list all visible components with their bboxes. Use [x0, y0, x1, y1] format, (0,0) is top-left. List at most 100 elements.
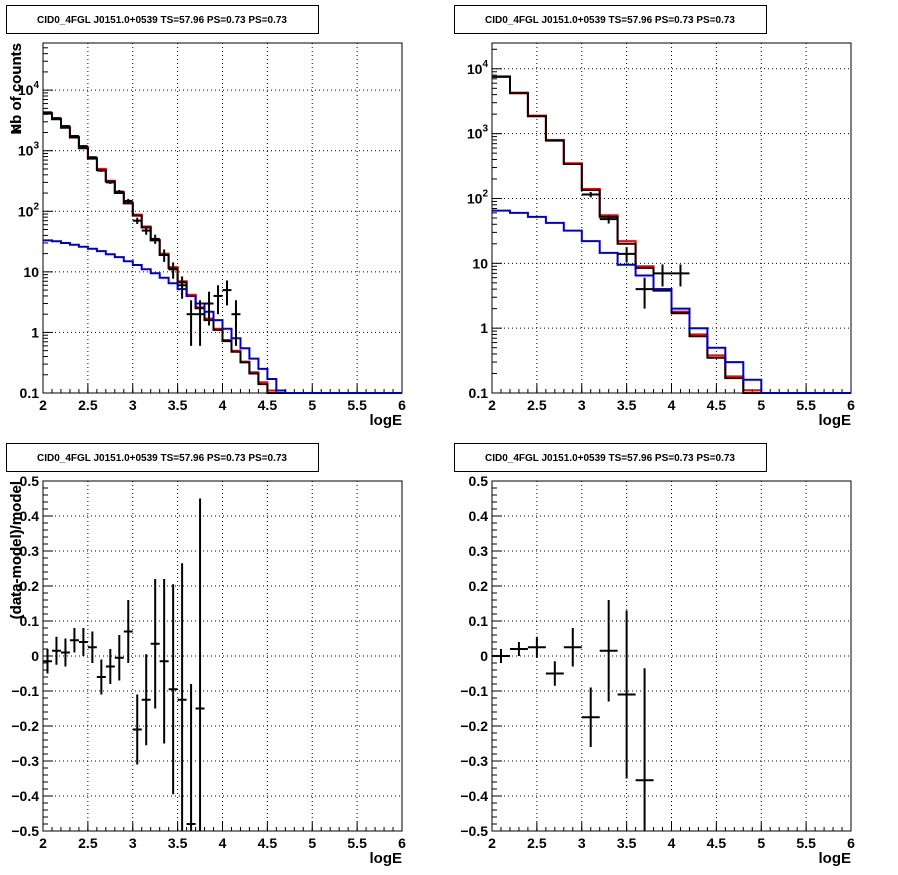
- y-tick-label-2: −0.3: [460, 753, 488, 769]
- x-tick-label-3: 3.5: [168, 835, 188, 851]
- data-point-2: [51, 117, 61, 120]
- chart-panel-1: CID0_4FGL J0151.0+0539 TS=57.96 PS=0.73 …: [6, 5, 406, 429]
- y-axis-title: (data-model)/model: [8, 481, 25, 619]
- data-point-6: [581, 687, 600, 747]
- y-tick-label-1: 1: [480, 320, 488, 336]
- data-point-16: [177, 563, 187, 831]
- y-tick-label-4: −0.1: [460, 683, 488, 699]
- y-tick-label-10: 0.5: [20, 473, 40, 489]
- y-axis-title: nb of counts: [8, 43, 25, 133]
- data-point-5: [78, 145, 88, 148]
- x-tick-label-6: 5: [757, 397, 765, 413]
- x-tick-label-8: 6: [847, 397, 855, 413]
- title-box: [454, 443, 767, 472]
- x-tick-label-8: 6: [398, 397, 406, 413]
- data-point-12: [141, 227, 151, 235]
- x-tick-label-7: 5.5: [347, 835, 367, 851]
- y-tick-label-3: −0.2: [460, 718, 488, 734]
- data-point-1: [43, 111, 52, 114]
- x-tick-label-2: 3: [129, 835, 137, 851]
- data-point-7: [96, 659, 106, 695]
- y-tick-label-0: 0.1: [469, 385, 489, 401]
- y-tick-label-5: 0: [31, 648, 39, 664]
- x-axis-title: logE: [819, 850, 852, 867]
- data-point-11: [132, 217, 142, 225]
- plot-frame: [42, 42, 403, 394]
- title-box: [454, 5, 767, 34]
- data-point-1: [581, 192, 600, 198]
- y-tick-label-1: −0.4: [11, 788, 39, 804]
- y-tick-label-2: 10: [472, 255, 488, 271]
- x-axis-title: logE: [370, 412, 403, 429]
- data-point-3: [527, 636, 546, 658]
- data-point-10: [123, 600, 133, 663]
- x-tick-label-7: 5.5: [347, 397, 367, 413]
- data-point-4: [69, 628, 79, 653]
- data-point-1: [492, 649, 510, 663]
- y-axis-title: Nb of counts: [8, 43, 25, 135]
- y-tick-label-4: −0.1: [11, 683, 39, 699]
- chart-title: CID0_4FGL J0151.0+0539 TS=57.96 PS=0.73 …: [37, 453, 287, 464]
- data-point-8: [105, 649, 115, 684]
- x-tick-label-8: 6: [398, 835, 406, 851]
- data-point-5: [563, 628, 582, 667]
- x-tick-label-8: 6: [847, 835, 855, 851]
- data-point-9: [114, 189, 124, 194]
- data-point-5: [653, 264, 672, 287]
- x-tick-label-3: 3.5: [168, 397, 188, 413]
- x-tick-label-4: 4: [219, 397, 227, 413]
- data-point-15: [168, 262, 178, 279]
- y-tick-label-0: 0.1: [20, 385, 40, 401]
- x-tick-label-3: 3.5: [617, 835, 637, 851]
- chart-title: CID0_4FGL J0151.0+0539 TS=57.96 PS=0.73 …: [485, 15, 735, 26]
- x-tick-label-0: 2: [488, 835, 496, 851]
- x-tick-label-5: 4.5: [258, 397, 278, 413]
- y-tick-label-5: 0: [480, 648, 488, 664]
- y-tick-label-3: −0.2: [11, 718, 39, 734]
- y-tick-label-0: −0.5: [11, 823, 39, 839]
- y-tick-label-6: 0.1: [469, 613, 489, 629]
- x-tick-label-1: 2.5: [78, 835, 98, 851]
- data-point-2: [51, 636, 61, 665]
- y-tick-label-2: 10: [23, 264, 39, 280]
- chart-title: CID0_4FGL J0151.0+0539 TS=57.96 PS=0.73 …: [37, 15, 287, 26]
- y-tick-label-9: 0.4: [469, 508, 489, 524]
- y-axis-title: (data-model)/model: [8, 481, 25, 619]
- data-point-13: [150, 579, 160, 709]
- data-point-13: [150, 234, 160, 244]
- data-point-6: [87, 156, 97, 159]
- data-point-6: [671, 264, 690, 287]
- y-tick-label-1: 1: [31, 324, 39, 340]
- data-point-20: [213, 285, 223, 315]
- title-box: [6, 5, 319, 34]
- x-axis-title: logE: [819, 412, 852, 429]
- x-tick-label-5: 4.5: [258, 835, 278, 851]
- x-tick-label-3: 3.5: [617, 397, 637, 413]
- y-tick-label-0: −0.5: [460, 823, 488, 839]
- data-point-10: [123, 198, 133, 204]
- y-tick-label-8: 0.3: [20, 543, 40, 559]
- data-point-18: [195, 300, 205, 346]
- data-point-4: [635, 277, 654, 309]
- x-tick-label-6: 5: [308, 835, 316, 851]
- x-axis-title: logE: [370, 850, 403, 867]
- data-point-21: [222, 280, 232, 306]
- x-tick-label-5: 4.5: [707, 835, 727, 851]
- data-point-17: [186, 300, 196, 346]
- data-point-14: [159, 579, 169, 744]
- x-tick-label-2: 3: [129, 397, 137, 413]
- x-tick-label-0: 2: [488, 397, 496, 413]
- data-point-18: [195, 498, 205, 831]
- plot-frame: [42, 480, 403, 832]
- x-tick-label-2: 3: [578, 835, 586, 851]
- data-point-3: [60, 125, 70, 128]
- chart-panel-3: CID0_4FGL J0151.0+0539 TS=57.96 PS=0.73 …: [6, 443, 406, 867]
- data-point-19: [204, 291, 214, 326]
- data-point-11: [132, 694, 142, 765]
- data-point-3: [60, 638, 70, 667]
- histogram-series-3: [492, 209, 851, 394]
- data-point-9: [635, 668, 654, 831]
- x-tick-label-4: 4: [668, 835, 676, 851]
- data-point-9: [114, 635, 124, 681]
- x-tick-label-1: 2.5: [78, 397, 98, 413]
